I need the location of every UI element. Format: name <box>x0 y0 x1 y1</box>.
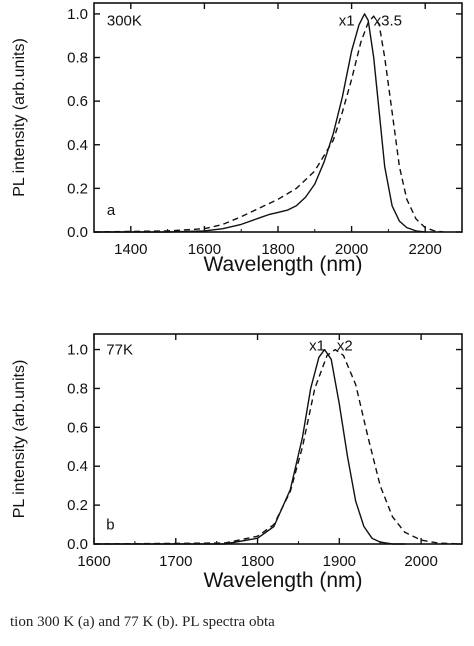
annotation-label: x1 <box>339 12 355 29</box>
x-tick-label: 1600 <box>188 241 221 258</box>
x-tick-label: 2200 <box>409 241 442 258</box>
y-tick-label: 0.6 <box>67 93 88 110</box>
x-tick-label: 2000 <box>335 241 368 258</box>
y-tick-label: 0.4 <box>67 137 88 154</box>
plot-frame <box>93 2 463 233</box>
x-axis-label: Wavelength (nm) <box>203 253 362 276</box>
x-tick-label: 1400 <box>114 241 147 258</box>
annotation-label: a <box>107 202 116 219</box>
y-tick-label: 1.0 <box>67 342 88 359</box>
panel-b: 1600 1700 1800 1900 2000 0.0 0.2 0.4 0.6 0.8 1.0 Wa… <box>11 333 463 592</box>
annotation-label: b <box>106 517 114 534</box>
annotation-label: x3.5 <box>374 12 402 29</box>
series-line-dashed <box>93 15 444 233</box>
y-tick-label: 0.0 <box>67 536 88 553</box>
annotation-label: 300K <box>107 12 142 29</box>
y-tick-label: 0.8 <box>67 50 88 67</box>
y-axis-label: PL intensity (arb.units) <box>11 38 28 197</box>
figure-caption: tion 300 K (a) and 77 K (b). PL spectra … <box>10 614 275 630</box>
panel-a: 1400 1600 1800 2000 2200 0.0 0.2 0.4 0.6 0.8 1.0 Wa… <box>11 2 463 276</box>
y-tick-label: 0.2 <box>67 497 88 514</box>
y-tick-label: 1.0 <box>67 6 88 23</box>
annotation-label: x1 <box>309 338 325 355</box>
x-tick-label: 1800 <box>261 241 294 258</box>
y-tick-label: 0.6 <box>67 419 88 436</box>
annotation-label: x2 <box>337 338 353 355</box>
y-tick-label: 0.8 <box>67 380 88 397</box>
y-tick-label: 0.0 <box>67 224 88 241</box>
series-line-solid <box>94 13 426 233</box>
x-tick-label: 1600 <box>77 553 110 570</box>
x-tick-label: 2000 <box>404 553 437 570</box>
y-axis-label: PL intensity (arb.units) <box>11 360 28 519</box>
plot-frame <box>93 333 463 545</box>
series-line-dashed <box>93 348 463 545</box>
series-line-solid <box>94 348 405 545</box>
x-tick-label: 1900 <box>323 553 356 570</box>
x-axis-label: Wavelength (nm) <box>203 569 362 592</box>
y-tick-label: 0.4 <box>67 458 88 475</box>
x-tick-label: 1700 <box>159 553 192 570</box>
annotation-label: 77K <box>106 342 133 359</box>
y-tick-label: 0.2 <box>67 180 88 197</box>
x-tick-label: 1800 <box>241 553 274 570</box>
